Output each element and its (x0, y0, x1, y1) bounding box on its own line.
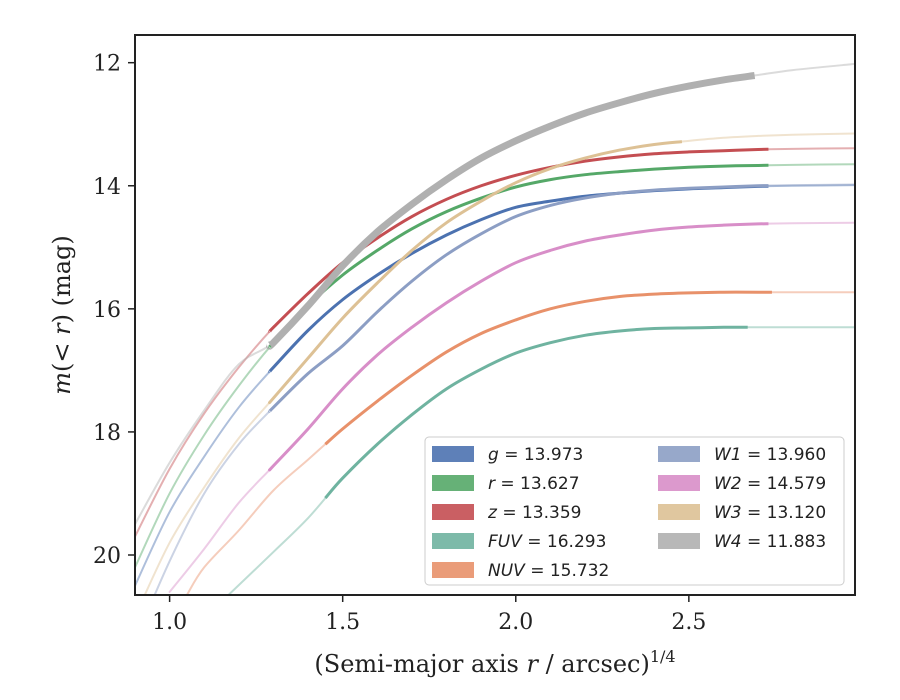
y-tick-label: 12 (93, 52, 121, 77)
y-tick-label: 20 (93, 544, 121, 569)
legend-label-w4: W4 = 11.883 (714, 532, 826, 552)
x-tick-label: 1.0 (152, 610, 187, 635)
legend-label-w1: W1 = 13.960 (714, 445, 826, 465)
series-z-measured-line (268, 147, 769, 333)
legend-swatch-w3 (658, 504, 700, 520)
series-w3-measured-line (268, 140, 683, 405)
legend-swatch-z (432, 504, 474, 520)
series-r-measured-line (268, 163, 769, 349)
x-tick-label: 2.0 (498, 610, 533, 635)
legend-label-g: g = 13.973 (488, 445, 583, 465)
legend-label-w2: W2 = 14.579 (714, 474, 826, 494)
legend-swatch-g (432, 446, 474, 462)
legend-label-z: z = 13.359 (487, 503, 581, 523)
legend-label-nuv: NUV = 15.732 (488, 561, 609, 581)
legend-swatch-nuv (432, 562, 474, 578)
legend-label-r: r = 13.627 (488, 474, 580, 494)
x-tick-label: 1.5 (325, 610, 360, 635)
series-fuv-measured-line (324, 325, 748, 500)
legend-swatch-w4 (658, 533, 700, 549)
legend-label-fuv: FUV = 16.293 (488, 532, 606, 552)
y-tick-label: 16 (93, 298, 121, 323)
series-nuv-measured-line (324, 290, 772, 446)
legend-swatch-fuv (432, 533, 474, 549)
legend-swatch-r (432, 475, 474, 491)
legend-swatch-w1 (658, 446, 700, 462)
legend-label-w3: W3 = 13.120 (714, 503, 826, 523)
ticks-layer: 1.0 1.5 2.0 2.5 12 14 16 18 20 (93, 52, 706, 635)
legend: g = 13.973 r = 13.627 z = 13.359 FUV = 16.2… (424, 436, 845, 586)
y-tick-label: 18 (93, 421, 121, 446)
x-axis-label: (Semi-major axis r / arcsec)1/4 (314, 647, 675, 678)
legend-box (424, 436, 845, 586)
series-w2-measured-line (268, 222, 769, 472)
y-axis-label: m(< r) (mag) (48, 235, 76, 395)
legend-swatch-w2 (658, 475, 700, 491)
y-tick-label: 14 (93, 175, 121, 200)
plot-frame (134, 34, 856, 596)
x-tick-label: 2.5 (671, 610, 706, 635)
series-w4-measured-line (266, 72, 756, 350)
series-w1-measured-line (268, 184, 769, 413)
series-layer (135, 62, 855, 595)
